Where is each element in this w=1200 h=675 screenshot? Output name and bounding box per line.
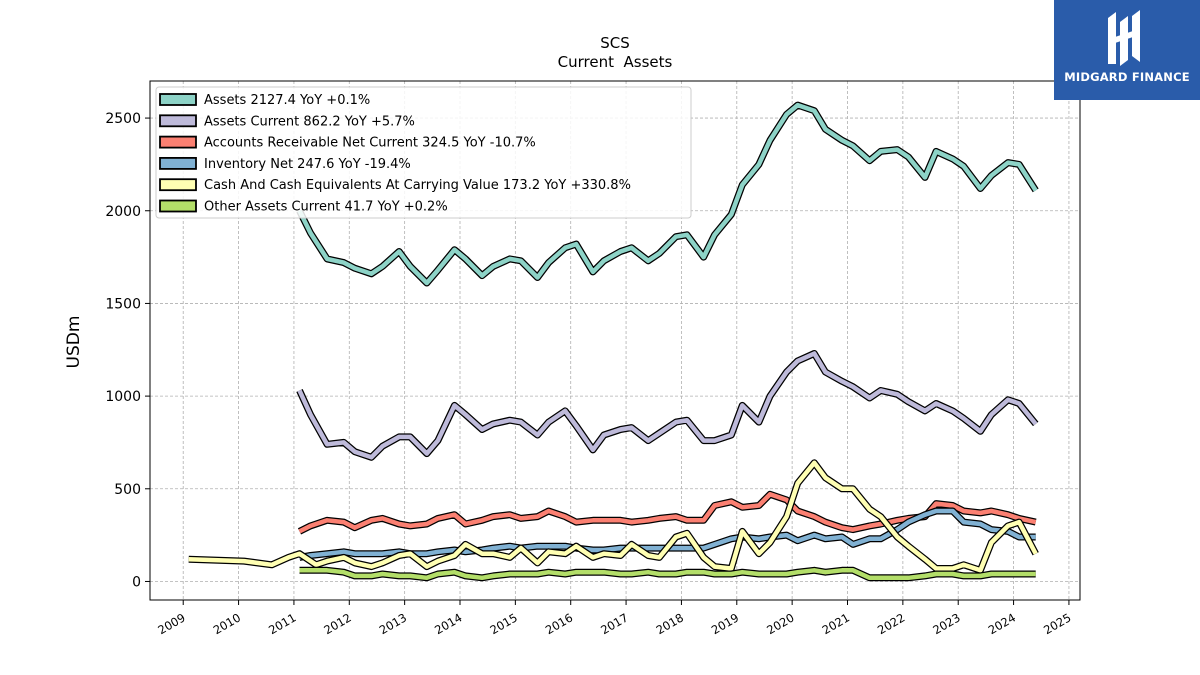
y-axis-label: USDm [64, 316, 84, 369]
x-tick-label: 2023 [930, 610, 962, 637]
chart-subtitle: Current Assets [558, 53, 673, 71]
series-line-outline [296, 350, 1039, 461]
x-tick-label: 2025 [1041, 610, 1073, 637]
series-line [297, 102, 1038, 286]
series-line [188, 460, 1038, 573]
y-axis: 0 500 1000 1500 2000 2500 [105, 111, 150, 590]
x-tick-label: 2020 [764, 610, 796, 637]
x-tick-label: 2016 [543, 610, 575, 637]
legend-swatch [159, 135, 197, 149]
legend-swatch [159, 178, 197, 192]
y-tick-label: 1000 [105, 389, 141, 405]
x-axis: 2009 2010 2011 2012 2013 2014 2015 2016 2017 2018… [155, 600, 1073, 637]
y-tick-label: 0 [132, 574, 141, 590]
chart-title: SCS [600, 34, 630, 52]
x-tick-label: 2024 [986, 610, 1018, 637]
y-tick-label: 2500 [105, 111, 141, 127]
legend-entry: Other Assets Current 41.7 YoY +0.2% [204, 200, 448, 215]
x-tick-label: 2011 [266, 610, 298, 637]
x-tick-label: 2017 [598, 610, 630, 637]
x-tick-label: 2018 [654, 610, 686, 637]
x-tick-label: 2021 [820, 610, 852, 637]
series-line [297, 351, 1038, 460]
plot-frame [149, 80, 1081, 601]
legend-swatch [159, 156, 197, 170]
legend-swatch [159, 93, 197, 106]
x-tick-label: 2013 [377, 610, 409, 637]
x-tick-label: 2014 [432, 610, 464, 637]
series-4 [188, 459, 1039, 574]
x-tick-label: 2019 [709, 610, 741, 637]
legend-entry: Assets Current 862.2 YoY +5.7% [204, 114, 415, 129]
series-1 [296, 350, 1039, 461]
x-tick-label: 2012 [321, 610, 353, 637]
y-tick-label: 1500 [105, 296, 141, 312]
legend-swatch [159, 114, 197, 128]
x-tick-label: 2015 [487, 610, 519, 637]
legend-entry: Assets 2127.4 YoY +0.1% [204, 93, 370, 108]
series-line [299, 568, 1036, 581]
y-tick-label: 500 [114, 482, 141, 498]
x-tick-label: 2009 [155, 610, 187, 637]
x-tick-label: 2010 [211, 610, 243, 637]
series-5 [299, 566, 1036, 582]
legend-entry: Accounts Receivable Net Current 324.5 Yo… [204, 136, 536, 151]
series-layer [188, 101, 1039, 582]
y-tick-label: 2000 [105, 204, 141, 220]
x-tick-label: 2022 [875, 610, 907, 637]
logo-text: MIDGARD FINANCE [1064, 70, 1190, 84]
midgard-logo-icon [1108, 10, 1140, 66]
midgard-finance-logo: MIDGARD FINANCE [1054, 0, 1200, 100]
legend-entry: Cash And Cash Equivalents At Carrying Va… [204, 178, 631, 193]
legend-box [155, 86, 692, 219]
series-0 [296, 101, 1039, 287]
legend-entry: Inventory Net 247.6 YoY -19.4% [204, 157, 411, 172]
legend-swatch [159, 199, 197, 213]
legend: Assets 2127.4 YoY +0.1% Assets Current 86… [155, 86, 692, 219]
